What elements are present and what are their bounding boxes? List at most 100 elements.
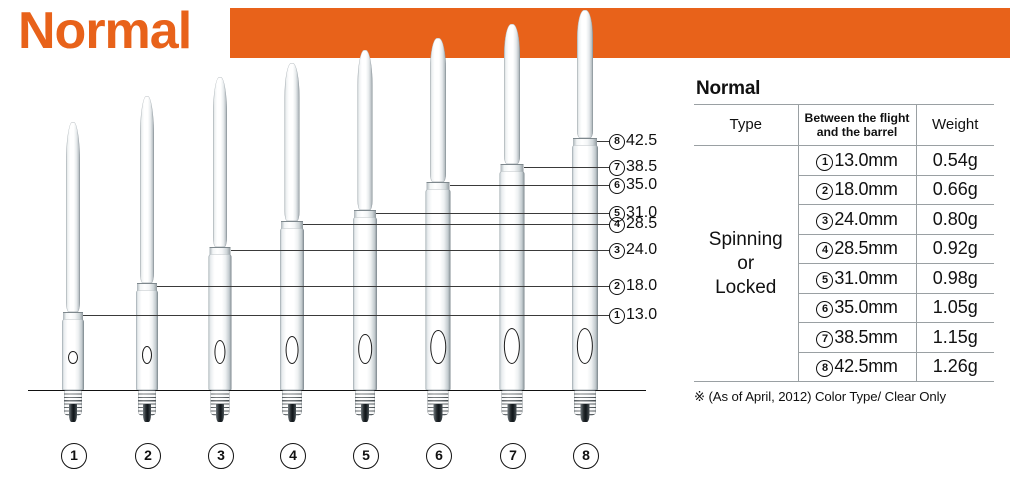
spec-marker-circle: 8 <box>816 360 834 378</box>
spec-length-value: 38.5mm <box>834 326 898 347</box>
shaft-thread-base <box>282 390 302 416</box>
shaft-tip <box>504 24 520 164</box>
dart-shaft-4 <box>262 0 322 492</box>
spec-panel-title: Normal <box>696 78 761 99</box>
dart-shaft-3 <box>190 0 250 492</box>
shaft-thread-base <box>501 390 523 416</box>
shaft-metal-plug <box>143 404 151 422</box>
measurement-value: 28.5 <box>626 215 658 232</box>
spec-length-cell: 8 42.5mm <box>798 351 917 382</box>
shaft-thread-base <box>574 390 596 416</box>
spec-marker-circle: 1 <box>816 153 834 171</box>
leader-line-5 <box>376 213 609 214</box>
spec-type-line-1: Spinning <box>708 228 783 250</box>
measurement-label-5: 5 31.0 <box>609 205 657 222</box>
spec-weight-cell: 0.92g <box>915 233 994 264</box>
spec-footnote: ※ (As of April, 2012) Color Type/ Clear … <box>694 389 946 404</box>
shaft-metal-plug <box>433 404 443 422</box>
dart-shaft-5 <box>335 0 395 492</box>
spec-marker-circle: 2 <box>816 183 834 201</box>
spec-weight-cell: 0.54g <box>915 145 994 176</box>
spec-length-value: 18.0mm <box>834 179 898 200</box>
spec-table-row: 6 35.0mm 1.05g <box>694 292 994 323</box>
measurement-marker-circle: 7 <box>609 160 625 176</box>
measurement-value: 18.0 <box>626 277 658 294</box>
spec-type-line-3: Locked <box>715 276 777 298</box>
measurement-marker-circle: 1 <box>609 308 625 324</box>
spec-length-cell: 6 35.0mm <box>798 292 917 323</box>
dart-shaft-7 <box>482 0 542 492</box>
measurement-marker-circle: 2 <box>609 279 625 295</box>
spec-length-value: 24.0mm <box>834 208 898 229</box>
measurement-label-4: 4 28.5 <box>609 216 657 233</box>
spec-length-cell: 5 31.0mm <box>798 263 917 294</box>
measurement-value: 35.0 <box>626 176 658 193</box>
spec-length-cell: 2 18.0mm <box>798 174 917 205</box>
spec-weight-cell: 0.98g <box>915 263 994 294</box>
shaft-metal-plug <box>288 404 296 422</box>
leader-line-7 <box>523 167 609 168</box>
spec-length-value: 28.5mm <box>834 238 898 259</box>
dart-shaft-2 <box>117 0 177 492</box>
spec-table-row: 7 38.5mm 1.15g <box>694 322 994 353</box>
spec-length-value: 35.0mm <box>834 297 898 318</box>
measurement-label-6: 6 35.0 <box>609 177 657 194</box>
shaft-tip <box>284 63 300 221</box>
leader-line-4 <box>303 224 609 225</box>
shaft-tip <box>66 122 80 312</box>
shaft-index-circle-5: 5 <box>353 443 379 469</box>
col-header-between-line2: and the barrel <box>816 125 898 139</box>
shaft-tip <box>213 77 227 247</box>
header-orange-bar <box>230 8 1010 58</box>
shaft-body <box>280 228 304 390</box>
measurement-value: 24.0 <box>626 241 658 258</box>
spec-marker-circle: 4 <box>816 242 834 260</box>
spec-marker-circle: 3 <box>816 212 834 230</box>
shaft-metal-plug <box>507 404 517 422</box>
shaft-thread-base <box>427 390 449 416</box>
spec-marker-circle: 5 <box>816 271 834 289</box>
shaft-body <box>208 254 232 390</box>
shaft-vent-hole <box>576 328 594 364</box>
spec-weight-cell: 1.26g <box>915 351 994 382</box>
leader-line-6 <box>449 185 609 186</box>
spec-type-value: Spinning or Locked <box>694 145 799 382</box>
shaft-metal-plug <box>580 404 590 422</box>
spec-length-cell: 3 24.0mm <box>798 204 917 235</box>
col-header-between-line1: Between the flight <box>804 111 910 125</box>
col-header-type: Type <box>694 104 799 146</box>
shaft-tip <box>357 50 373 210</box>
shaft-body <box>136 290 158 390</box>
measurement-label-2: 2 18.0 <box>609 278 657 295</box>
col-header-between-flight-and-barrel: Between the flight and the barrel <box>797 104 917 146</box>
shaft-tip <box>430 38 446 182</box>
shaft-metal-plug <box>361 404 369 422</box>
spec-weight-cell: 0.66g <box>915 174 994 205</box>
measurement-label-7: 7 38.5 <box>609 159 657 176</box>
dart-shaft-6 <box>408 0 468 492</box>
spec-length-value: 42.5mm <box>834 356 898 377</box>
spec-table-row: 4 28.5mm 0.92g <box>694 233 994 264</box>
measurement-label-8: 8 42.5 <box>609 133 657 150</box>
leader-line-3 <box>230 250 609 251</box>
shaft-thread-base <box>138 390 156 416</box>
leader-line-2 <box>157 286 609 287</box>
measurement-value: 42.5 <box>626 132 658 149</box>
col-header-weight: Weight <box>915 104 994 146</box>
spec-type-line-2: or <box>737 252 755 274</box>
spec-weight-cell: 1.15g <box>915 322 994 353</box>
spec-length-cell: 1 13.0mm <box>797 145 917 176</box>
shaft-vent-hole <box>285 336 299 364</box>
page-title: Normal <box>18 2 192 60</box>
shaft-index-circle-1: 1 <box>61 443 87 469</box>
shaft-index-circle-8: 8 <box>573 443 599 469</box>
shaft-thread-base <box>64 390 82 416</box>
shaft-vent-hole <box>214 340 226 364</box>
shaft-index-circle-7: 7 <box>500 443 526 469</box>
measurement-marker-circle: 3 <box>609 243 625 259</box>
shaft-tip <box>140 96 154 283</box>
spec-table-row: 8 42.5mm 1.26g <box>694 351 994 382</box>
spec-length-cell: 7 38.5mm <box>798 322 917 353</box>
spec-panel: Normal Type Between the flight and the b… <box>694 78 994 405</box>
leader-line-8 <box>597 141 609 142</box>
